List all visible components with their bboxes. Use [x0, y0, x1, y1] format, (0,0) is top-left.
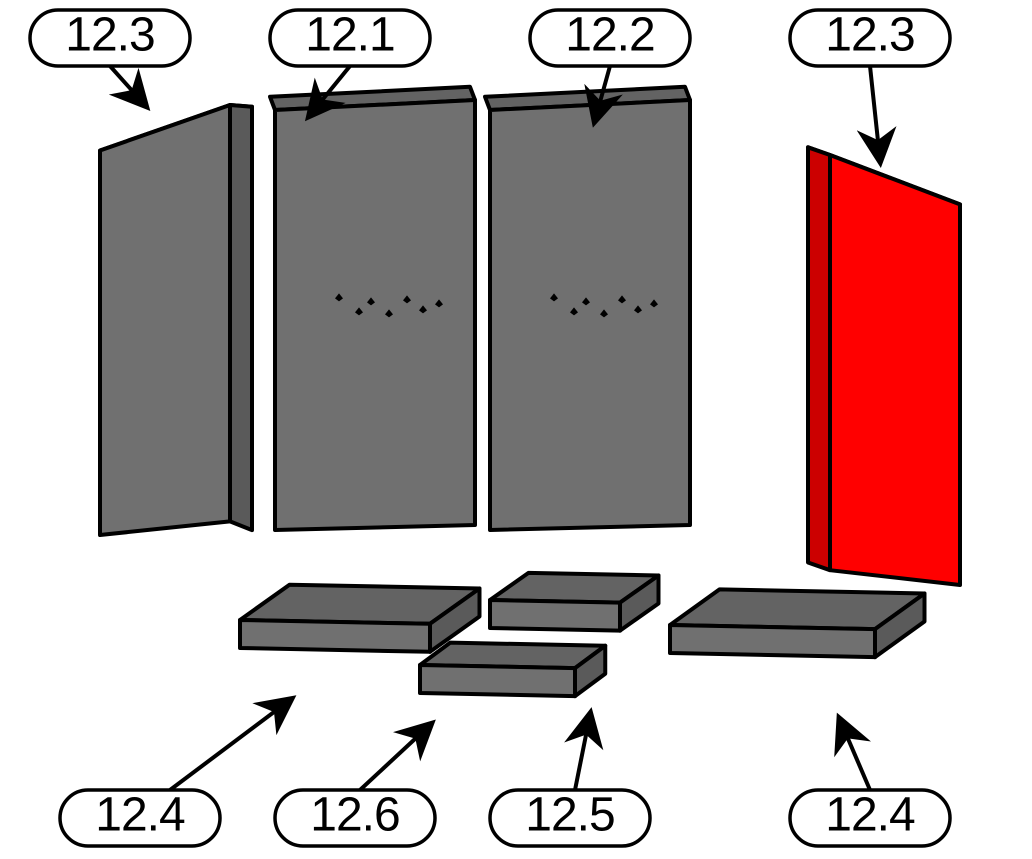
part: [420, 643, 605, 696]
callout-text: 12.3: [65, 8, 154, 61]
callout-label: 12.4: [790, 788, 950, 846]
callout-label: 12.5: [490, 788, 650, 846]
part: [270, 87, 475, 530]
callout-text: 12.5: [525, 788, 614, 841]
part: [808, 147, 960, 585]
callout-arrow: [170, 700, 290, 790]
callout-label: 12.3: [790, 8, 950, 66]
callout-arrow: [110, 66, 145, 105]
callout-arrow: [360, 725, 430, 790]
callout-text: 12.1: [305, 8, 394, 61]
callout-text: 12.4: [95, 788, 185, 841]
callout-text: 12.2: [565, 8, 654, 61]
callout-text: 12.3: [825, 8, 914, 61]
callout-label: 12.4: [60, 788, 220, 846]
callout-label: 12.1: [270, 8, 430, 66]
callout-label: 12.2: [530, 8, 690, 66]
part: [490, 573, 659, 631]
part: [485, 87, 690, 530]
callout-text: 12.6: [310, 788, 399, 841]
part: [240, 585, 480, 652]
callout-label: 12.6: [275, 788, 435, 846]
part: [100, 105, 252, 535]
diagram: 12.3 12.1 12.2 12.3 12.4 12.6 12.5 12.4: [0, 0, 1032, 859]
callout-arrow: [870, 66, 880, 160]
callout-label: 12.3: [30, 8, 190, 66]
part: [670, 589, 925, 657]
callout-arrow: [575, 715, 590, 790]
callout-arrow: [840, 720, 870, 790]
callout-text: 12.4: [825, 788, 915, 841]
